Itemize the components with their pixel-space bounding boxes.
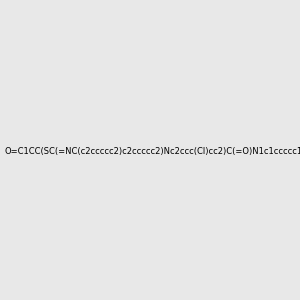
Text: O=C1CC(SC(=NC(c2ccccc2)c2ccccc2)Nc2ccc(Cl)cc2)C(=O)N1c1ccccc1: O=C1CC(SC(=NC(c2ccccc2)c2ccccc2)Nc2ccc(C… [5,147,300,156]
